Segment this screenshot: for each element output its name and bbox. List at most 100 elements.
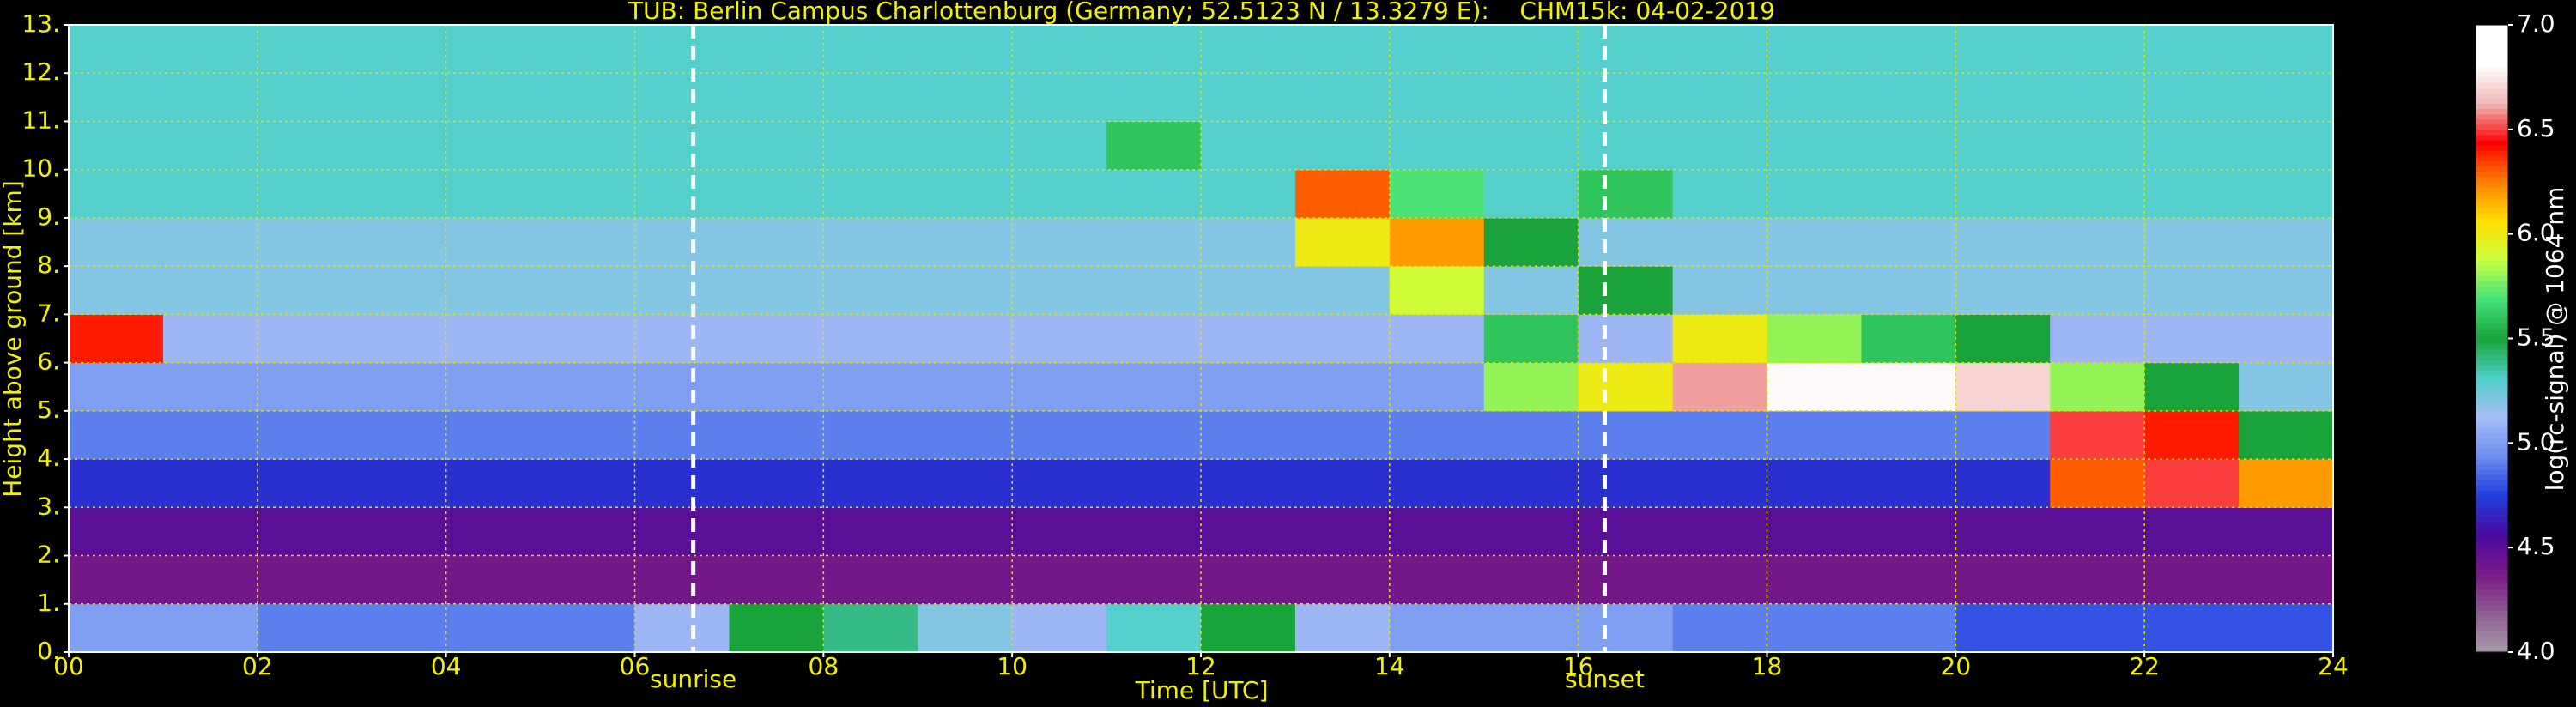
heatmap-cell	[1294, 410, 1391, 460]
heatmap-cell	[1483, 73, 1579, 122]
colorbar-segment	[2476, 239, 2508, 245]
colorbar-segment	[2476, 610, 2508, 616]
heatmap-cell	[2144, 217, 2240, 267]
heatmap-cell	[634, 459, 730, 508]
colorbar-tick-label: 4.0	[2517, 637, 2555, 665]
heatmap-cell	[1201, 266, 1296, 315]
heatmap-cell	[257, 362, 353, 412]
heatmap-cell	[1861, 121, 1956, 171]
heatmap-cell	[162, 410, 258, 460]
heatmap-cell	[162, 507, 258, 557]
colorbar-segment	[2476, 202, 2508, 208]
heatmap-cell	[823, 266, 918, 315]
colorbar-segment	[2476, 301, 2508, 308]
colorbar-segment	[2476, 265, 2508, 271]
heatmap-cell	[729, 507, 824, 557]
heatmap-cell	[823, 362, 918, 412]
heatmap-cell	[1201, 603, 1296, 653]
heatmap-cell	[729, 73, 824, 122]
heatmap-cell	[1955, 314, 2051, 364]
heatmap-cell	[445, 362, 542, 412]
heatmap-cell	[1389, 410, 1485, 460]
heatmap-cell	[729, 410, 824, 460]
heatmap-cell	[1483, 25, 1579, 74]
colorbar-segment	[2476, 605, 2508, 611]
colorbar-segment	[2476, 600, 2508, 606]
heatmap-cell	[1861, 603, 1956, 653]
heatmap-cell	[1201, 169, 1296, 219]
heatmap-cell	[69, 217, 164, 267]
colorbar-segment	[2476, 197, 2508, 203]
colorbar-segment	[2476, 134, 2508, 141]
colorbar-segment	[2476, 181, 2508, 188]
heatmap-cell	[918, 555, 1013, 605]
colorbar-segment	[2476, 578, 2508, 585]
colorbar-segment	[2476, 124, 2508, 130]
heatmap-cell	[540, 410, 635, 460]
x-tick-label: 12	[1185, 652, 1216, 680]
annotation-label: sunset	[1565, 665, 1645, 693]
heatmap-cell	[1012, 25, 1107, 74]
heatmap-cell	[2144, 410, 2240, 460]
colorbar-segment	[2476, 563, 2508, 570]
heatmap-cell	[1294, 362, 1391, 412]
heatmap-cell	[257, 25, 353, 74]
heatmap-cell	[540, 555, 635, 605]
colorbar-segment	[2476, 343, 2508, 350]
heatmap-cell	[540, 121, 635, 171]
colorbar-segment	[2476, 103, 2508, 110]
heatmap-cell	[2050, 73, 2145, 122]
heatmap-cell	[2050, 507, 2145, 557]
colorbar-segment	[2476, 468, 2508, 475]
heatmap-cell	[1767, 603, 1862, 653]
heatmap-cell	[540, 73, 635, 122]
y-tick-label: 12.	[21, 57, 60, 86]
x-tick-label: 06	[620, 652, 651, 680]
heatmap-cell	[1955, 169, 2051, 219]
colorbar-segment	[2476, 186, 2508, 193]
heatmap-cell	[2239, 555, 2334, 605]
colorbar-segment	[2476, 160, 2508, 167]
heatmap-cell	[351, 362, 447, 412]
heatmap-cell	[351, 603, 447, 653]
heatmap-cell	[1012, 603, 1107, 653]
heatmap-cell	[1201, 73, 1296, 122]
colorbar-tick-label: 5.5	[2517, 323, 2555, 352]
colorbar-segment	[2476, 516, 2508, 523]
heatmap-cell	[1483, 314, 1579, 364]
heatmap-cell	[540, 362, 635, 412]
heatmap-cell	[257, 410, 353, 460]
x-tick-label: 18	[1752, 652, 1783, 680]
colorbar-segment	[2476, 411, 2508, 418]
heatmap-cell	[351, 169, 447, 219]
heatmap-cell	[1767, 410, 1862, 460]
heatmap-cell	[2050, 410, 2145, 460]
heatmap-cell	[1106, 121, 1202, 171]
heatmap-cell	[1483, 169, 1579, 219]
heatmap-cell	[69, 121, 164, 171]
heatmap-cell	[1861, 410, 1956, 460]
heatmap-cell	[1672, 25, 1767, 74]
heatmap-cell	[1672, 73, 1767, 122]
heatmap-cell	[2144, 507, 2240, 557]
heatmap-cell	[918, 507, 1013, 557]
heatmap-cell	[918, 217, 1013, 267]
heatmap-cell	[634, 217, 730, 267]
heatmap-cell	[1201, 555, 1296, 605]
heatmap-cell	[69, 410, 164, 460]
colorbar-segment	[2476, 463, 2508, 470]
heatmap-cell	[2239, 266, 2334, 315]
heatmap-cell	[257, 121, 353, 171]
heatmap-cell	[1767, 266, 1862, 315]
heatmap-cell	[2144, 314, 2240, 364]
heatmap-cell	[2050, 25, 2145, 74]
heatmap-cell	[1767, 314, 1862, 364]
heatmap-cell	[729, 169, 824, 219]
colorbar-segment	[2476, 505, 2508, 512]
heatmap-cell	[162, 266, 258, 315]
colorbar-segment	[2476, 223, 2508, 230]
colorbar-segment	[2476, 56, 2508, 63]
heatmap-cell	[1201, 314, 1296, 364]
heatmap-cell	[918, 25, 1013, 74]
heatmap-cell	[1106, 73, 1202, 122]
